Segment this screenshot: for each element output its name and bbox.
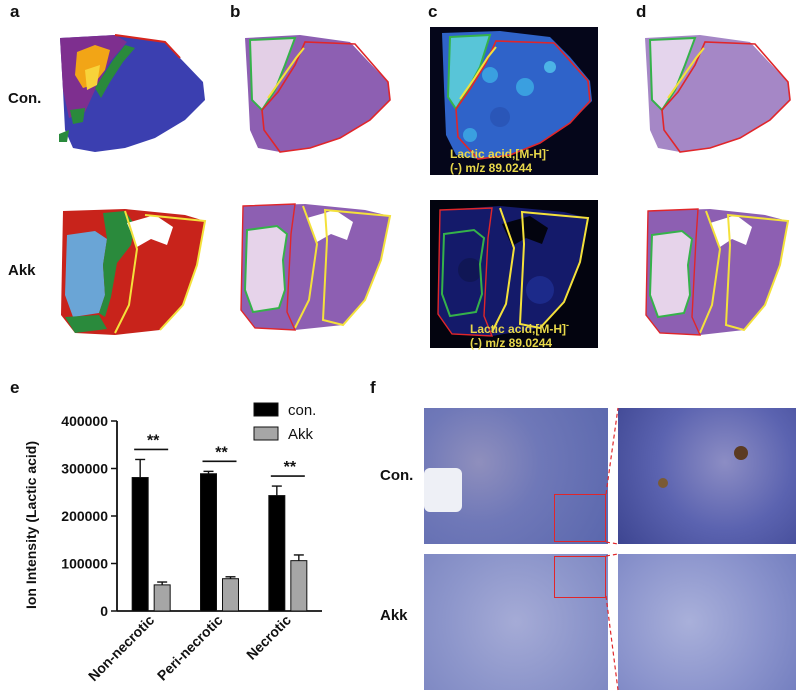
segmentation-map-con <box>59 34 205 152</box>
bar-con-2 <box>268 495 286 612</box>
dab-stain <box>734 446 748 460</box>
micro-label-con: Con. <box>380 467 414 484</box>
panel-label-d: d <box>636 2 647 21</box>
legend-label: con. <box>288 402 316 419</box>
msi-annotation-con: Lactic acid,[M-H]- (-) m/z 89.0244 <box>450 143 549 175</box>
panel-label-a: a <box>10 2 20 21</box>
y-tick-label: 400000 <box>61 413 108 429</box>
msi-annotation-akk: Lactic acid,[M-H]- (-) m/z 89.0244 <box>470 318 569 350</box>
bar-Akk-1 <box>222 578 239 612</box>
ihc-zoom-con <box>618 408 796 544</box>
lumen-area <box>424 468 462 512</box>
significance-label: ** <box>215 444 228 461</box>
ihc-overview-con <box>424 408 608 544</box>
segmentation-map-akk <box>61 209 207 335</box>
zoom-region-box <box>554 556 606 598</box>
panel-label-e: e <box>10 378 20 397</box>
msi-annotation-line1: Lactic acid,[M-H] <box>450 147 547 161</box>
msi-annotation-line2-akk: (-) m/z 89.0244 <box>470 336 553 350</box>
panel-label-f: f <box>370 378 376 397</box>
he-section-con <box>245 35 391 153</box>
dab-stain <box>658 478 668 488</box>
msi-image-akk: Lactic acid,[M-H]- (-) m/z 89.0244 <box>430 200 598 350</box>
micro-label-akk: Akk <box>380 607 408 624</box>
bar-con-1 <box>200 473 217 612</box>
legend-swatch <box>253 402 279 417</box>
msi-annotation-line2: (-) m/z 89.0244 <box>450 161 533 175</box>
significance-label: ** <box>147 432 160 449</box>
overlay-section-akk <box>645 208 790 336</box>
panel-label-b: b <box>230 2 241 21</box>
y-axis-label: Ion Intensity (Lactic acid) <box>23 441 39 609</box>
zoom-region-box <box>554 494 606 542</box>
msi-annotation-sup: - <box>546 145 550 155</box>
msi-annotation-sup-akk: - <box>566 320 570 330</box>
legend-swatch <box>253 426 279 441</box>
y-tick-label: 200000 <box>61 508 108 524</box>
ihc-zoom-akk <box>618 554 796 690</box>
he-section-akk <box>240 203 392 331</box>
bar-Akk-2 <box>290 560 308 612</box>
y-tick-label: 0 <box>100 603 108 619</box>
ihc-overview-akk <box>424 554 608 690</box>
bar-chart: Ion Intensity (Lactic acid) 0 100000 20000… <box>23 402 322 684</box>
row-label-con: Con. <box>8 90 42 107</box>
msi-annotation-line1-akk: Lactic acid,[M-H] <box>470 322 567 336</box>
msi-image-con: Lactic acid,[M-H]- (-) m/z 89.0244 <box>430 27 598 175</box>
row-label-akk: Akk <box>8 262 36 279</box>
panel-label-c: c <box>428 2 438 21</box>
legend-label: Akk <box>288 426 314 443</box>
y-tick-label: 300000 <box>61 461 108 477</box>
significance-label: ** <box>284 459 297 476</box>
overlay-section-con <box>645 35 791 153</box>
y-tick-label: 100000 <box>61 556 108 572</box>
